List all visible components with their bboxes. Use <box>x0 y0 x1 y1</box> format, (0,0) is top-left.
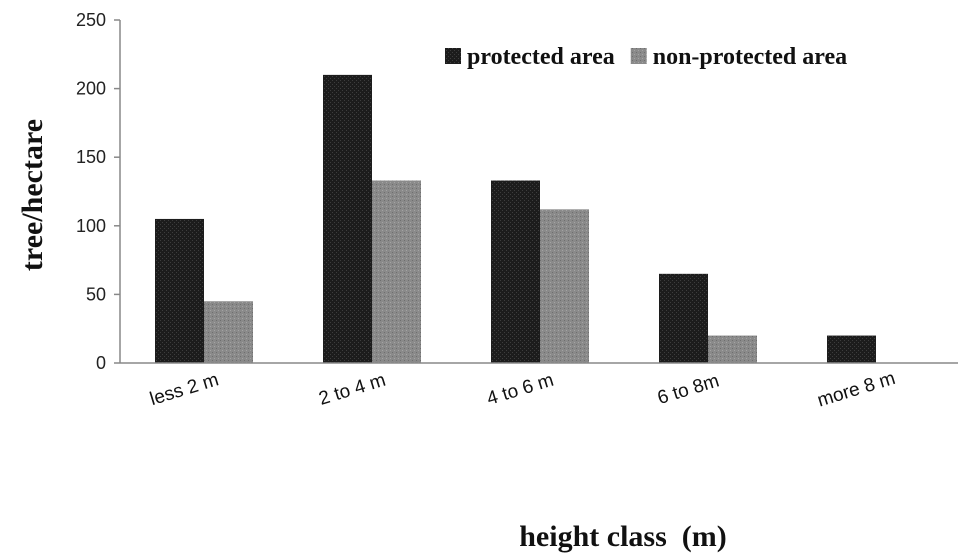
legend: protected area non-protected area <box>445 44 847 70</box>
y-axis-title: tree/hectare <box>16 119 49 271</box>
bar-protected-area-2 <box>323 74 372 363</box>
bars <box>155 74 876 363</box>
bar-protected-area-1 <box>155 218 204 363</box>
bar-protected-area-5 <box>827 335 876 363</box>
y-tick-label: 200 <box>76 79 106 99</box>
bar-protected-area-3 <box>491 180 540 363</box>
bar-non-protected-area-1 <box>204 301 253 363</box>
y-axis: 0 50 100 150 200 250 <box>76 10 121 373</box>
y-tick-label: 0 <box>96 353 106 373</box>
y-tick-label: 150 <box>76 147 106 167</box>
x-tick-label: 6 to 8m <box>655 370 722 409</box>
y-tick-label: 50 <box>86 284 106 304</box>
x-tick-label: less 2 m <box>147 369 221 410</box>
bar-non-protected-area-4 <box>708 335 757 363</box>
x-tick-label: 2 to 4 m <box>316 370 388 410</box>
y-tick-label: 250 <box>76 10 106 30</box>
x-axis: less 2 m 2 to 4 m 4 to 6 m 6 to 8m more 8 m <box>120 362 958 412</box>
bar-non-protected-area-2 <box>372 180 421 363</box>
bar-non-protected-area-3 <box>540 209 589 363</box>
legend-label-non-protected-area: non-protected area <box>653 44 847 70</box>
x-tick-label: more 8 m <box>815 368 898 412</box>
y-tick-label: 100 <box>76 216 106 236</box>
legend-swatch-protected-area <box>445 48 461 64</box>
x-axis-title: height class (m) <box>519 520 726 553</box>
x-tick-label: 4 to 6 m <box>484 370 556 410</box>
legend-swatch-non-protected-area <box>630 48 647 64</box>
bar-protected-area-4 <box>659 273 708 363</box>
legend-label-protected-area: protected area <box>467 44 615 70</box>
